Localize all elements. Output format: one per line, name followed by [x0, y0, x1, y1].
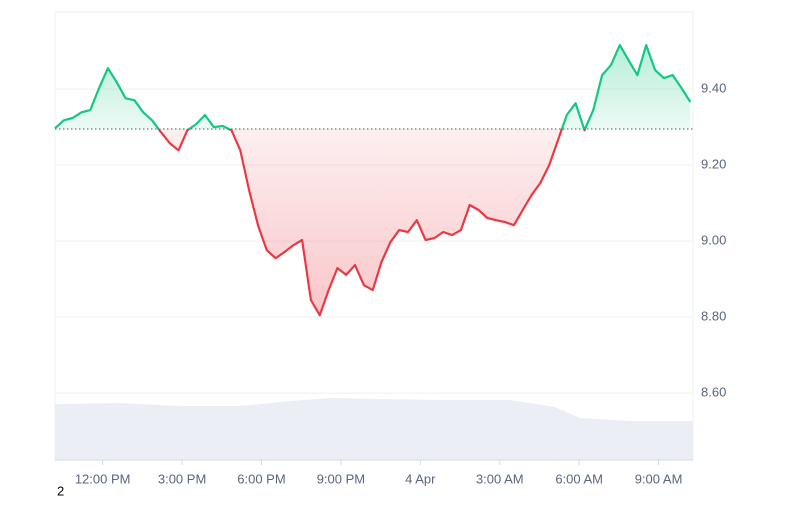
x-tick-label: 4 Apr	[405, 471, 436, 486]
area	[55, 45, 691, 316]
volume-area	[55, 398, 693, 460]
x-tick-label: 3:00 AM	[476, 471, 524, 486]
x-tick-label: 12:00 PM	[75, 471, 131, 486]
y-tick-label: 8.80	[701, 309, 726, 324]
x-tick-label: 9:00 AM	[635, 471, 683, 486]
y-tick-label: 8.60	[701, 385, 726, 400]
x-tick-label: 3:00 PM	[158, 471, 206, 486]
y-tick-label: 9.40	[701, 81, 726, 96]
y-tick-label: 9.00	[701, 233, 726, 248]
x-tick-label: 6:00 AM	[555, 471, 603, 486]
y-tick-label: 9.20	[701, 157, 726, 172]
x-tick-label: 9:00 PM	[317, 471, 365, 486]
x-tick-label: 6:00 PM	[237, 471, 285, 486]
price-line	[54, 44, 692, 317]
page-note: 2	[57, 483, 64, 498]
